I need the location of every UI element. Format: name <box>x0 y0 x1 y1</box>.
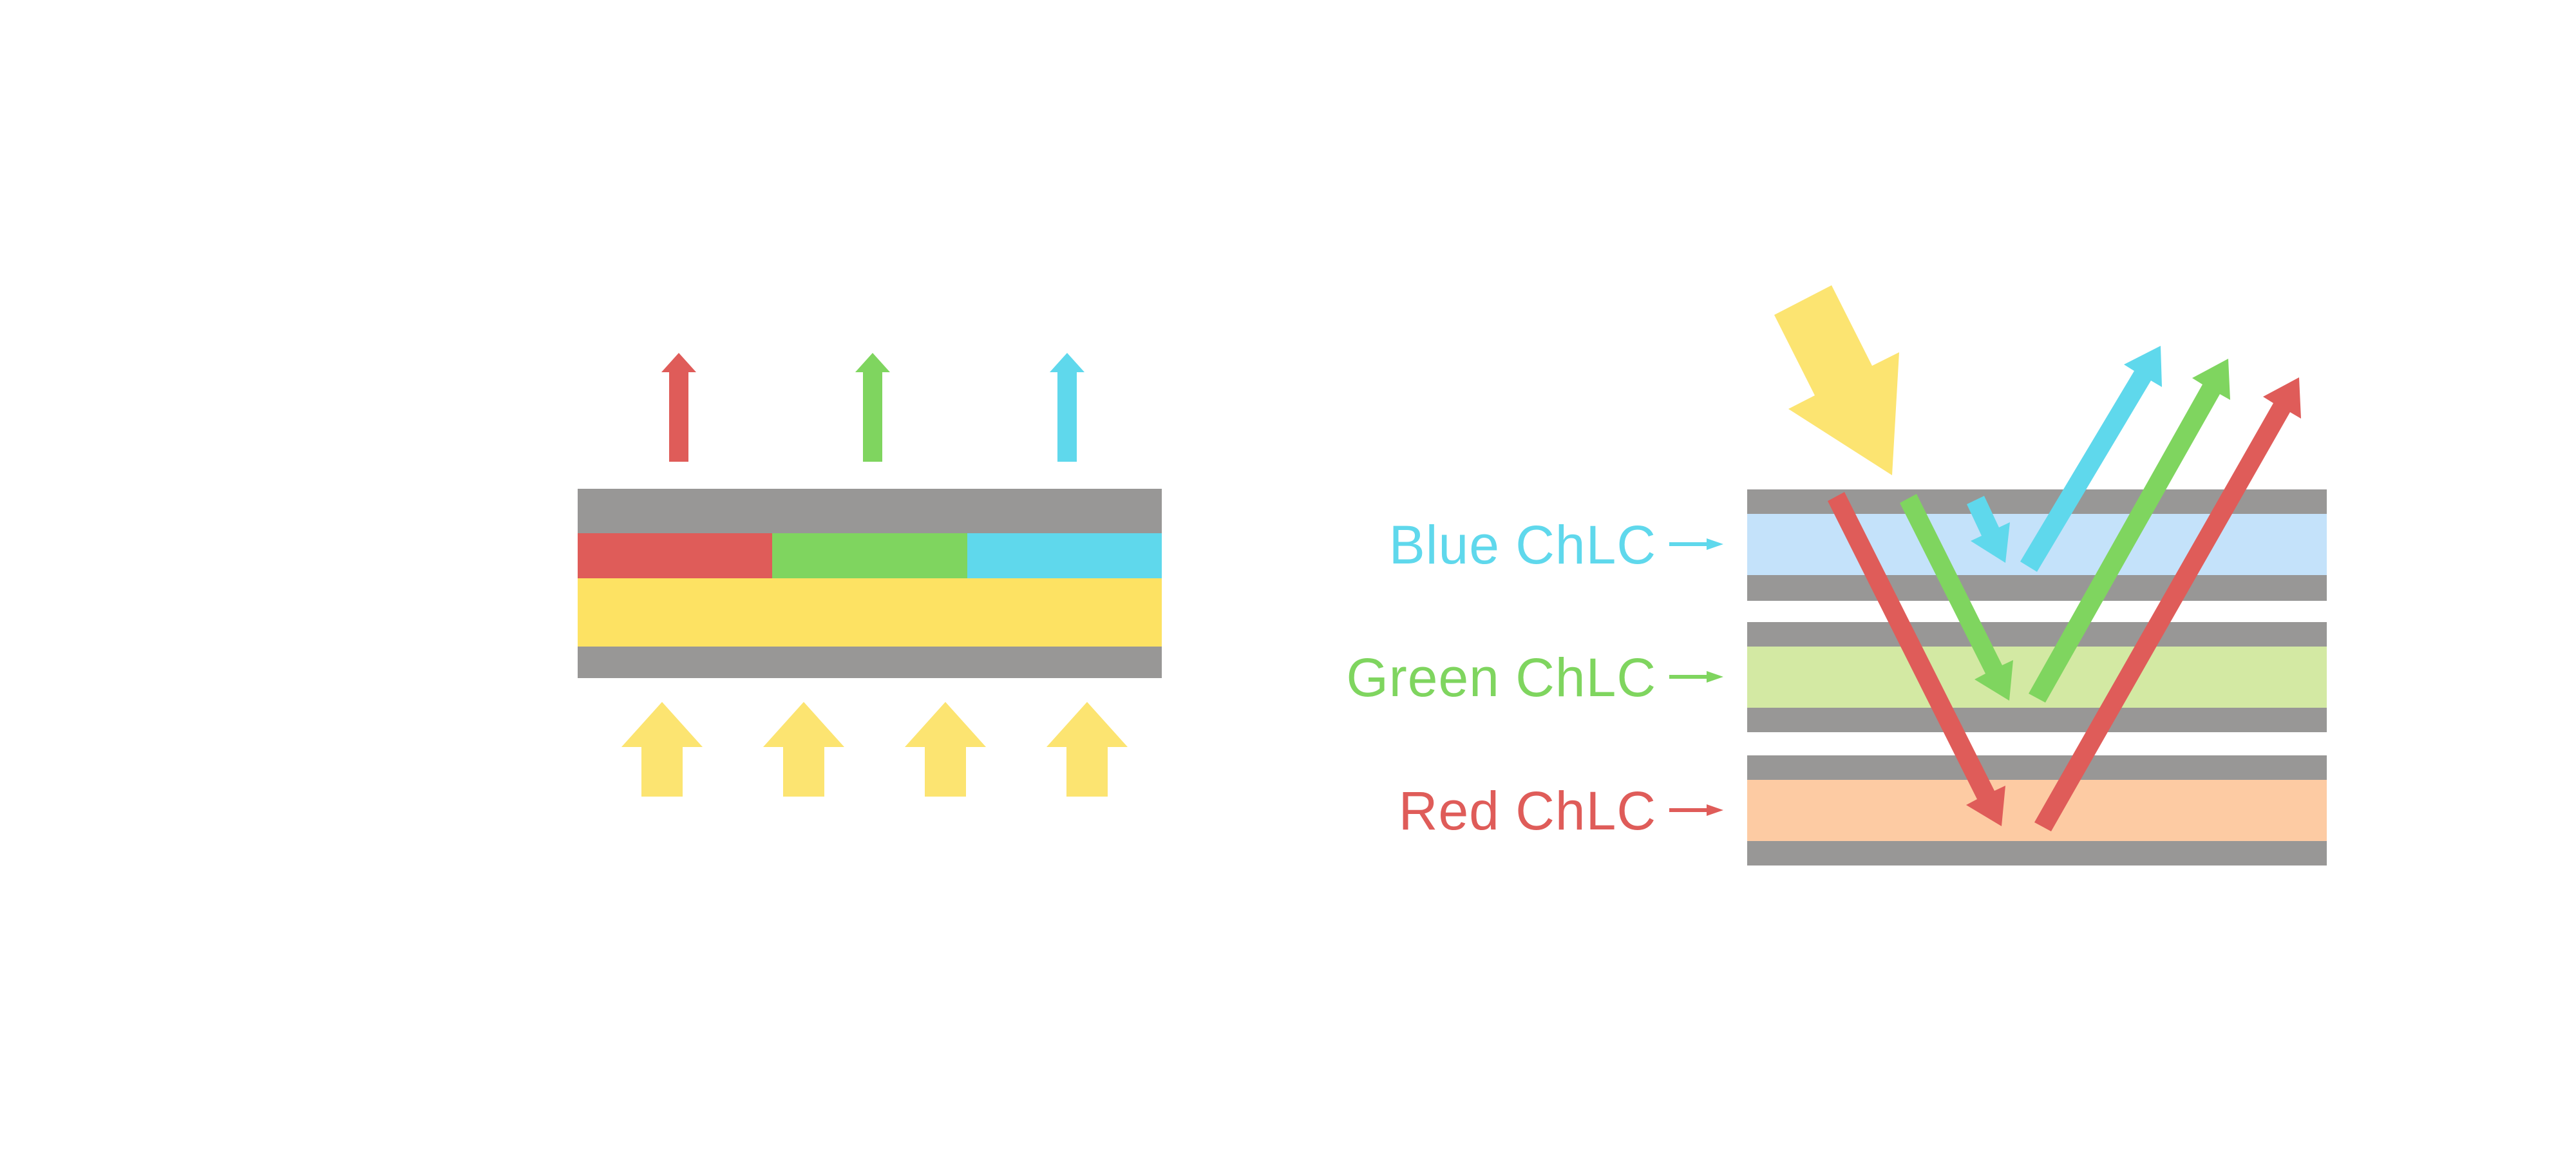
red-chlc-label: Red ChLC <box>1399 780 1656 841</box>
green-down-arrow-icon <box>1900 494 2013 701</box>
right-substrate-bar-2 <box>1747 575 2327 601</box>
cyan-down-arrow-icon <box>1967 496 2010 563</box>
right-substrate-bar-3 <box>1747 622 2327 647</box>
right-diagram: Blue ChLC Green ChLC Red ChLC <box>1346 285 2327 866</box>
green-reflected-arrow-icon <box>2029 359 2230 703</box>
left-substrate-bar-top <box>578 489 1162 533</box>
left-substrate-bar-bottom <box>578 647 1162 678</box>
cyan-pixel-segment <box>967 533 1162 578</box>
incident-light-arrow-3-icon <box>905 702 986 797</box>
green-label-arrow-icon <box>1669 671 1723 683</box>
incident-light-big-arrow-icon <box>1774 285 1899 475</box>
yellow-layer <box>578 578 1162 647</box>
red-label-arrow-icon <box>1669 804 1723 816</box>
red-pixel-segment <box>578 533 772 578</box>
right-substrate-bar-4 <box>1747 708 2327 732</box>
red-chlc-layer <box>1747 780 2327 841</box>
green-chlc-layer <box>1747 647 2327 708</box>
right-substrate-bar-6 <box>1747 841 2327 866</box>
green-emitted-arrow-icon <box>855 353 890 462</box>
incident-light-arrow-2-icon <box>763 702 844 797</box>
green-pixel-segment <box>772 533 967 578</box>
cyan-emitted-arrow-icon <box>1050 353 1084 462</box>
incident-light-arrow-1-icon <box>621 702 703 797</box>
cyan-reflected-arrow-icon <box>2020 346 2162 572</box>
right-substrate-bar-5 <box>1747 755 2327 780</box>
left-diagram <box>578 353 1162 797</box>
red-reflected-arrow-icon <box>2034 377 2301 831</box>
blue-label-arrow-icon <box>1669 538 1723 550</box>
blue-chlc-label: Blue ChLC <box>1389 515 1656 575</box>
green-chlc-label: Green ChLC <box>1346 647 1656 708</box>
red-down-arrow-icon <box>1828 492 2005 826</box>
red-emitted-arrow-icon <box>661 353 696 462</box>
incident-light-arrow-4-icon <box>1046 702 1128 797</box>
